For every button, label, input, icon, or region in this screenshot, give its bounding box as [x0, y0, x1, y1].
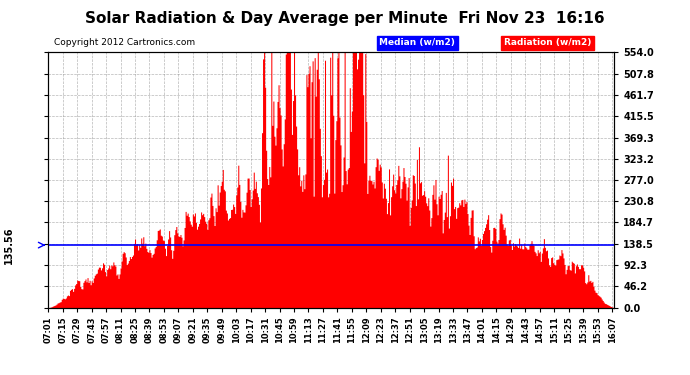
- Text: Radiation (w/m2): Radiation (w/m2): [504, 38, 591, 47]
- Text: Solar Radiation & Day Average per Minute  Fri Nov 23  16:16: Solar Radiation & Day Average per Minute…: [85, 11, 605, 26]
- Text: 135.56: 135.56: [4, 226, 14, 264]
- Text: Median (w/m2): Median (w/m2): [380, 38, 455, 47]
- Text: Copyright 2012 Cartronics.com: Copyright 2012 Cartronics.com: [54, 38, 195, 47]
